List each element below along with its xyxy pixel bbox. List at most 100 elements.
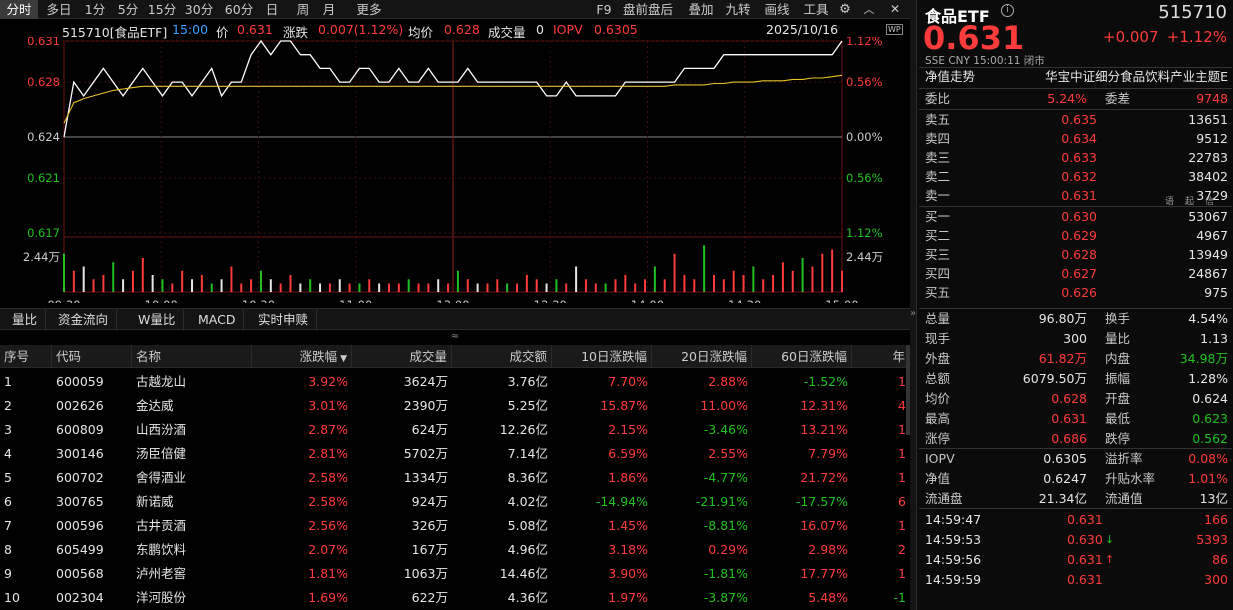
expand-icon[interactable]: » (910, 308, 917, 319)
sort-desc-icon[interactable]: ▼ (340, 354, 347, 364)
book-tag-1[interactable]: 起 (1185, 197, 1195, 207)
nav-trend-link[interactable]: 净值走势 (925, 69, 976, 84)
stat-label-2: 换手 (1105, 311, 1131, 326)
close-icon[interactable]: ✕ (889, 2, 901, 16)
volume-bar-40 (456, 270, 459, 292)
info-icon[interactable]: i (1001, 4, 1014, 17)
table-row[interactable]: 1 600059 古越龙山 3.92% 3624万 3.76亿 7.70% 2.88% -1.5… (0, 370, 910, 394)
cell-2: 泸州老窖 (136, 566, 187, 581)
chart-panel: 分时 多日 1分 5分 15分 30分 60分日周月更多 F9 盘前盘后 叠加 九转 画线 工具 ⚙ ︿ ✕ … (0, 0, 910, 610)
volume-bar-44 (496, 279, 499, 292)
collapse-icon[interactable]: ≈ (450, 331, 460, 342)
book-row[interactable]: 买二 0.629 4967 (917, 226, 1233, 246)
table-row[interactable]: 2 002626 金达威 3.01% 2390万 5.25亿 15.87% 11.00% 12.… (0, 394, 910, 418)
table-row[interactable]: 10 002304 洋河股份 1.69% 622万 4.36亿 1.97% -3.87% 5.4… (0, 586, 910, 610)
book-row[interactable]: 卖三 0.633 22783 (917, 148, 1233, 168)
book-row[interactable]: 卖五 0.635 13651 (917, 110, 1233, 130)
volume-bar-26 (319, 283, 322, 292)
cell-4: 326万 (411, 518, 448, 533)
col-header-9[interactable]: 年 (852, 345, 910, 368)
volume-bar-34 (397, 283, 400, 292)
period-3[interactable]: 5分 (117, 2, 139, 17)
info-date: 2025/10/16 (766, 22, 839, 37)
col-header-2[interactable]: 名称 (132, 345, 252, 368)
table-row[interactable]: 3 600809 山西汾酒 2.87% 624万 12.26亿 2.15% -3.46% 13.… (0, 418, 910, 442)
tool-4[interactable]: 画线 (764, 2, 790, 17)
period-0[interactable]: 分时 (0, 0, 38, 19)
cell-9: 1 (898, 422, 906, 437)
tick-row: 14:59:59 0.631 300 (917, 570, 1233, 590)
book-tag-2[interactable]: 信 (1205, 197, 1215, 207)
period-1[interactable]: 多日 (46, 2, 72, 17)
table-row[interactable]: 9 000568 泸州老窖 1.81% 1063万 14.46亿 3.90% -1.81% 17… (0, 562, 910, 586)
book-row[interactable]: 买三 0.628 13949 (917, 245, 1233, 265)
col-header-8[interactable]: 60日涨跌幅 (752, 345, 852, 368)
volume-bar-35 (407, 279, 410, 292)
period-2[interactable]: 1分 (84, 2, 106, 17)
side-panel-toggle[interactable]: » (910, 0, 916, 610)
period-5[interactable]: 30分 (184, 2, 214, 17)
book-tag-0[interactable]: 语 (1165, 197, 1175, 207)
col-header-0[interactable]: 序号 (0, 345, 52, 368)
col-header-4[interactable]: 成交量 (352, 345, 452, 368)
tab-3[interactable]: MACD (190, 309, 245, 331)
table-row[interactable]: 5 600702 舍得酒业 2.58% 1334万 8.36亿 1.86% -4.77% 21.… (0, 466, 910, 490)
col-header-3[interactable]: 涨跌幅 ▼ (252, 345, 352, 368)
wp-icon[interactable]: WP (886, 24, 903, 35)
stat-value: 96.80万 (1038, 311, 1087, 326)
table-row[interactable]: 4 300146 汤臣倍健 2.81% 5702万 7.14亿 6.59% 2.55% 7.79… (0, 442, 910, 466)
cell-3: 1.81% (308, 566, 348, 581)
tool-0[interactable]: F9 (596, 2, 612, 17)
stat-row: 现手 300 量比 1.13 (917, 329, 1233, 349)
table-row[interactable]: 6 300765 新诺威 2.58% 924万 4.02亿 -14.94% -21.91% -1… (0, 490, 910, 514)
tab-4[interactable]: 实时申赎 (250, 309, 318, 331)
volume-bar-6 (122, 279, 125, 292)
tab-2[interactable]: W量比 (130, 309, 185, 331)
stat-row: IOPV 0.6305 溢折率 0.08% (917, 449, 1233, 469)
tool-1[interactable]: 盘前盘后 (622, 2, 673, 17)
period-6[interactable]: 60分 (224, 2, 254, 17)
tab-1[interactable]: 资金流向 (50, 309, 118, 331)
tool-3[interactable]: 九转 (725, 2, 751, 17)
indicator-tabs: 量比 资金流向 W量比 MACD 实时申赎 (0, 308, 910, 331)
period-10[interactable]: 更多 (356, 2, 382, 17)
tab-0[interactable]: 量比 (4, 309, 47, 331)
cell-2: 古井贡酒 (136, 518, 187, 533)
stat-row: 总量 96.80万 换手 4.54% (917, 309, 1233, 329)
cell-2: 古越龙山 (136, 374, 187, 389)
y-right-label-2: 0.00% (846, 130, 883, 144)
scrollbar[interactable] (906, 345, 910, 435)
book-row[interactable]: 卖二 0.632 38402 (917, 167, 1233, 187)
volume-bar-37 (427, 283, 430, 292)
period-9[interactable]: 月 (322, 2, 336, 17)
tool-5[interactable]: 工具 (803, 2, 829, 17)
volume-bar-54 (594, 283, 597, 292)
volume-bar-60 (653, 266, 656, 292)
gear-icon[interactable]: ⚙ (839, 2, 851, 17)
period-8[interactable]: 周 (296, 2, 310, 17)
period-7[interactable]: 日 (265, 2, 279, 17)
col-header-6[interactable]: 10日涨跌幅 (552, 345, 652, 368)
info-vol: 0 (536, 22, 544, 37)
volume-bar-48 (535, 279, 538, 292)
book-row[interactable]: 卖一 0.631 3729 (917, 186, 1233, 206)
book-row[interactable]: 买五 0.626 975 (917, 283, 1233, 303)
book-row[interactable]: 买一 0.630 53067 (917, 207, 1233, 227)
table-row[interactable]: 7 000596 古井贡酒 2.56% 326万 5.08亿 1.45% -8.81% 16.0… (0, 514, 910, 538)
volume-bar-38 (437, 279, 440, 292)
col-header-7[interactable]: 20日涨跌幅 (652, 345, 752, 368)
volume-bar-17 (230, 266, 233, 292)
stat-row: 总额 6079.50万 振幅 1.28% (917, 369, 1233, 389)
col-header-5[interactable]: 成交额 (452, 345, 552, 368)
col-header-1[interactable]: 代码 (52, 345, 132, 368)
cell-8: -17.57% (795, 494, 848, 509)
volume-bar-70 (752, 266, 755, 292)
tick-qty: 5393 (1196, 532, 1228, 547)
volume-bar-21 (269, 279, 272, 292)
book-row[interactable]: 卖四 0.634 9512 (917, 129, 1233, 149)
tool-2[interactable]: 叠加 (688, 2, 714, 17)
chevron-up-icon[interactable]: ︿ (863, 3, 875, 16)
table-row[interactable]: 8 605499 东鹏饮料 2.07% 167万 4.96亿 3.18% 0.29% 2.98%… (0, 538, 910, 562)
book-row[interactable]: 买四 0.627 24867 (917, 264, 1233, 284)
period-4[interactable]: 15分 (147, 2, 177, 17)
